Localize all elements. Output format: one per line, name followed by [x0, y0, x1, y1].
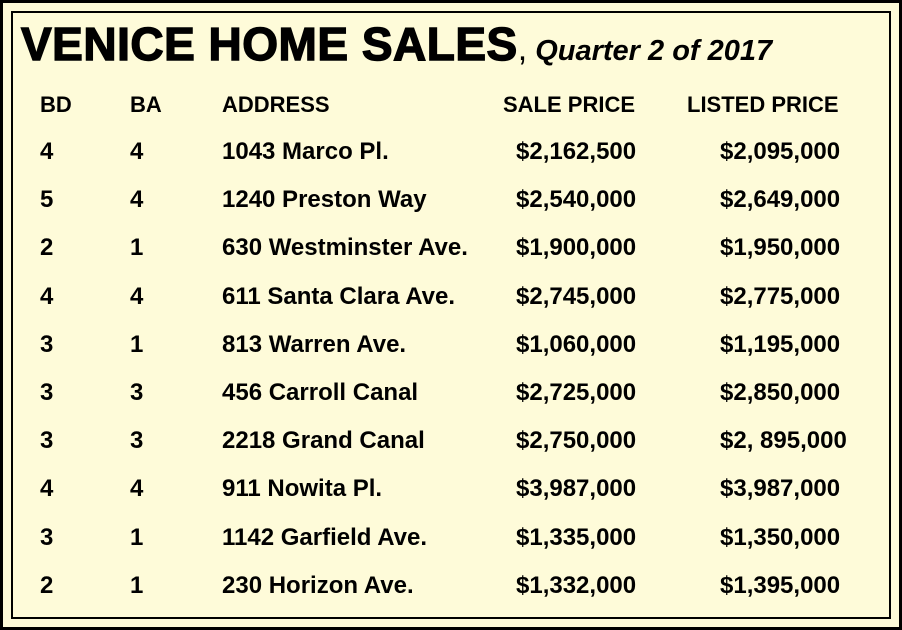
cell-ba: 4	[130, 138, 144, 165]
cell-sale-price: $3,987,000	[516, 475, 637, 503]
cell-ba: 3	[130, 427, 144, 455]
cell-listed-price: $2,775,000	[720, 282, 841, 310]
cell-address: 1142 Garfield Ave.	[222, 523, 428, 551]
cell-bd: 5	[40, 186, 54, 214]
table-header: BD BA ADDRESS SALE PRICE LISTED PRICE	[3, 85, 902, 125]
cell-bd: 2	[40, 571, 54, 599]
cell-address: 611 Santa Clara Ave.	[222, 282, 456, 310]
cell-listed-price: $1,395,000	[720, 571, 841, 599]
cell-address: 911 Nowita Pl.	[222, 475, 383, 503]
cell-sale-price: $1,332,000	[516, 571, 637, 599]
table-row: 3 1 813 Warren Ave. $1,060,000 $1,195,000	[3, 325, 902, 365]
title-main: VENICE HOME SALES	[20, 17, 518, 70]
cell-address: 1043 Marco Pl.	[222, 138, 389, 165]
header-ba: BA	[130, 92, 162, 117]
cell-bd: 4	[40, 138, 54, 165]
table-row: 2 1 630 Westminster Ave. $1,900,000 $1,950,0…	[3, 228, 902, 268]
cell-ba: 1	[130, 330, 144, 358]
cell-ba: 4	[130, 282, 144, 310]
cell-bd: 3	[40, 330, 54, 358]
table-row: 5 4 1240 Preston Way $2,540,000 $2,649,000	[3, 180, 902, 220]
cell-listed-price: $1,195,000	[720, 330, 841, 358]
cell-ba: 4	[130, 475, 144, 503]
cell-listed-price: $1,350,000	[720, 523, 841, 551]
table-row: 2 1 230 Horizon Ave. $1,332,000 $1,395,000	[3, 566, 902, 606]
cell-sale-price: $1,900,000	[516, 234, 637, 262]
cell-sale-price: $1,060,000	[516, 330, 637, 358]
cell-ba: 4	[130, 186, 144, 214]
header-sale-price: SALE PRICE	[503, 92, 636, 117]
cell-address: 456 Carroll Canal	[222, 379, 419, 406]
cell-address: 230 Horizon Ave.	[222, 571, 414, 599]
cell-bd: 4	[40, 475, 54, 503]
cell-sale-price: $2,750,000	[516, 427, 637, 455]
cell-address: 630 Westminster Ave.	[222, 234, 468, 262]
cell-listed-price: $2,850,000	[720, 379, 841, 406]
table-row: 4 4 611 Santa Clara Ave. $2,745,000 $2,775,0…	[3, 277, 902, 317]
title-subtitle: Quarter 2 of 2017	[527, 35, 773, 67]
cell-listed-price: $1,950,000	[720, 234, 841, 262]
header-address: ADDRESS	[222, 92, 330, 117]
cell-address: 2218 Grand Canal	[222, 427, 425, 455]
cell-listed-price: $2,649,000	[720, 186, 841, 214]
table-row: 3 1 1142 Garfield Ave. $1,335,000 $1,350,000	[3, 518, 902, 558]
cell-ba: 3	[130, 379, 144, 406]
cell-bd: 3	[40, 427, 54, 455]
cell-bd: 3	[40, 523, 54, 551]
header-listed-price: LISTED PRICE	[687, 92, 839, 117]
table-row: 3 3 456 Carroll Canal $2,725,000 $2,850,000	[3, 373, 902, 413]
cell-ba: 1	[130, 234, 144, 262]
cell-listed-price: $2, 895,000	[720, 427, 847, 455]
table-row: 4 4 911 Nowita Pl. $3,987,000 $3,987,000	[3, 469, 902, 509]
table-row: 3 3 2218 Grand Canal $2,750,000 $2, 895,000	[3, 421, 902, 461]
page-title: VENICE HOME SALES, Quarter 2 of 2017	[20, 17, 773, 71]
cell-listed-price: $2,095,000	[720, 138, 841, 165]
title-comma: ,	[517, 30, 528, 68]
cell-sale-price: $1,335,000	[516, 523, 637, 551]
cell-address: 1240 Preston Way	[222, 186, 427, 214]
cell-address: 813 Warren Ave.	[222, 330, 407, 358]
table-row: 4 4 1043 Marco Pl. $2,162,500 $2,095,000	[3, 132, 902, 172]
cell-sale-price: $2,162,500	[516, 138, 637, 165]
cell-sale-price: $2,745,000	[516, 282, 637, 310]
cell-sale-price: $2,540,000	[516, 186, 637, 214]
cell-listed-price: $3,987,000	[720, 475, 841, 503]
cell-bd: 4	[40, 282, 54, 310]
cell-sale-price: $2,725,000	[516, 379, 637, 406]
inner-border	[11, 11, 891, 619]
cell-ba: 1	[130, 571, 144, 599]
header-bd: BD	[40, 92, 72, 117]
cell-bd: 2	[40, 234, 54, 262]
cell-bd: 3	[40, 379, 54, 406]
cell-ba: 1	[130, 523, 144, 551]
